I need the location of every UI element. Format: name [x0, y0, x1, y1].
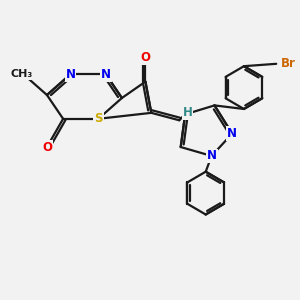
- Text: CH₃: CH₃: [11, 69, 33, 79]
- Text: N: N: [65, 68, 76, 81]
- Text: N: N: [101, 68, 111, 81]
- Text: S: S: [94, 112, 103, 125]
- Text: Br: Br: [281, 57, 296, 70]
- Text: N: N: [227, 127, 237, 140]
- Text: O: O: [140, 51, 150, 64]
- Text: N: N: [207, 149, 217, 162]
- Text: H: H: [182, 106, 192, 119]
- Text: O: O: [42, 140, 52, 154]
